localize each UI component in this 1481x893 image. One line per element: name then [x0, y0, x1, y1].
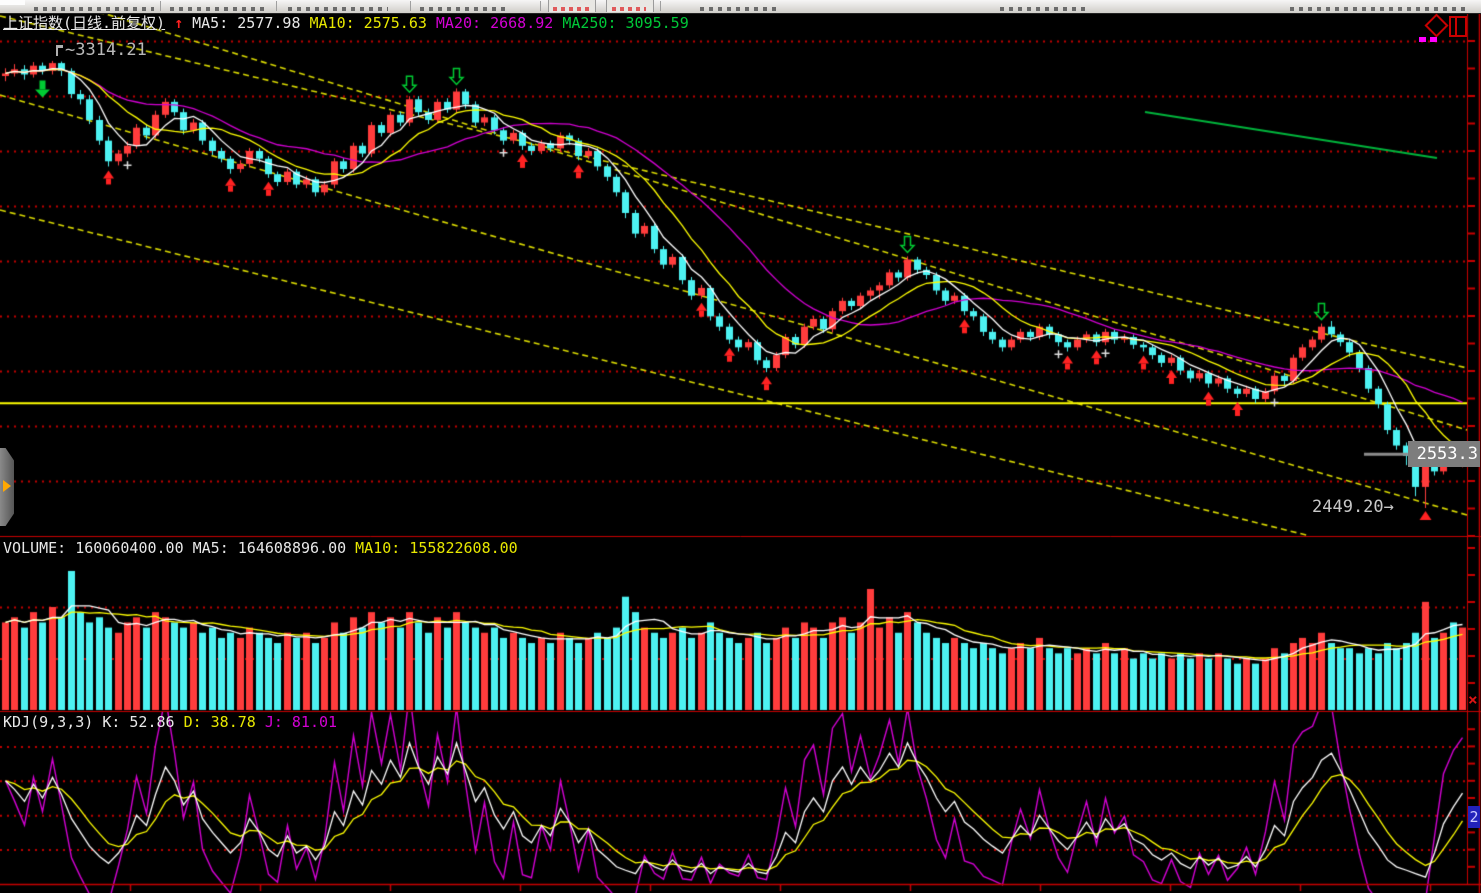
- kdj-axis-label: 2: [1468, 806, 1480, 828]
- low-price-label: 2449.20→: [1312, 497, 1394, 517]
- volume-ma5-value: MA5: 164608896.00: [192, 539, 347, 557]
- panel-expand-handle[interactable]: [0, 448, 14, 526]
- ma250-value: MA250: 3095.59: [562, 14, 689, 32]
- split-window-icon[interactable]: [1449, 16, 1467, 37]
- menu-fragment: [1000, 7, 1090, 11]
- ma5-value: MA5: 2577.98: [192, 14, 301, 32]
- menu-separator: [276, 1, 277, 11]
- menu-separator: [160, 1, 161, 11]
- kdj-j-value: J: 81.01: [264, 713, 338, 731]
- indicator-dot-icon: [1419, 37, 1426, 42]
- menu-separator: [660, 1, 661, 11]
- volume-panel-header: VOLUME: 160060400.00 MA5: 164608896.00 MA1…: [3, 540, 527, 557]
- menu-fragment: [1290, 7, 1465, 11]
- menu-separator: [410, 1, 411, 11]
- kdj-d-value: D: 38.78: [183, 713, 256, 731]
- kdj-params[interactable]: KDJ(9,3,3): [3, 713, 94, 731]
- kdj-k-value: K: 52.86: [102, 713, 175, 731]
- price-panel-header: 上证指数(日线.前复权) ↑ MA5: 2577.98 MA10: 2575.63 MA…: [3, 15, 698, 32]
- high-price-label: ~3314.21: [56, 40, 147, 60]
- menu-fragment: [700, 7, 780, 11]
- menu-fragment: [34, 7, 154, 11]
- menu-fragment: [420, 7, 510, 11]
- volume-value: VOLUME: 160060400.00: [3, 539, 184, 557]
- ma20-value: MA20: 2668.92: [435, 14, 554, 32]
- menu-fragment: [553, 7, 589, 11]
- menu-fragment: [170, 7, 265, 11]
- close-indicator-icon[interactable]: ×: [1468, 690, 1478, 709]
- menu-separator: [540, 1, 541, 11]
- menu-fragment: [288, 7, 388, 11]
- symbol-title[interactable]: 上证指数(日线.前复权): [3, 14, 166, 32]
- expand-arrow-icon: [3, 480, 11, 492]
- peak-flag-icon: [56, 45, 64, 56]
- last-price-box: 2553.3: [1408, 441, 1480, 467]
- menu-bar[interactable]: [0, 0, 1481, 14]
- kdj-panel-header: KDJ(9,3,3) K: 52.86 D: 38.78 J: 81.01: [3, 714, 346, 731]
- menu-fragment: [0, 0, 25, 5]
- indicator-dot-icon: [1430, 37, 1437, 42]
- ma10-value: MA10: 2575.63: [309, 14, 427, 32]
- menu-fragment: [612, 7, 646, 11]
- volume-ma10-value: MA10: 155822608.00: [355, 539, 518, 557]
- up-arrow-icon: ↑: [174, 14, 184, 32]
